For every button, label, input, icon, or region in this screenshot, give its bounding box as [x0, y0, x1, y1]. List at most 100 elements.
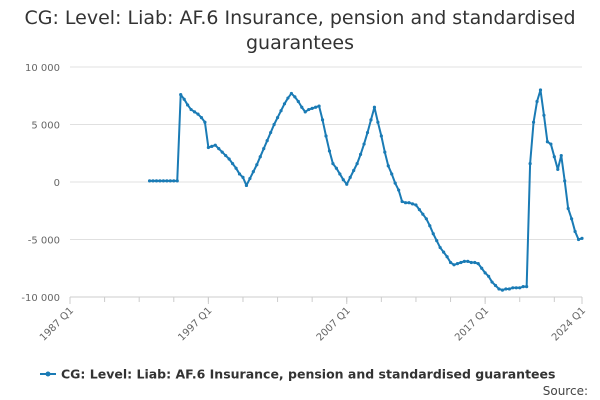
data-point [421, 212, 425, 216]
data-point [400, 199, 404, 204]
data-point [486, 274, 491, 278]
data-point [230, 162, 235, 166]
data-point [192, 110, 197, 114]
data-point [442, 250, 446, 254]
data-point [410, 202, 415, 206]
data-point [580, 236, 584, 240]
x-tick-label: 1987 Q1 [38, 305, 76, 343]
data-point [511, 286, 515, 290]
data-point [255, 163, 259, 167]
data-point [154, 179, 159, 183]
data-point [431, 232, 435, 236]
data-point [369, 118, 373, 122]
data-point [528, 162, 532, 166]
data-point [168, 179, 172, 183]
y-tick-label: 10 000 [25, 63, 60, 74]
data-point [314, 105, 318, 109]
data-point [379, 134, 383, 138]
data-point [220, 150, 224, 154]
data-point [545, 140, 550, 144]
x-tick-label: 2017 Q1 [453, 305, 491, 343]
data-point [310, 106, 314, 110]
data-point [403, 201, 408, 205]
data-point [258, 155, 262, 159]
data-point [352, 168, 356, 173]
data-point [237, 172, 242, 176]
data-point [480, 266, 484, 270]
data-point [538, 88, 543, 92]
data-point [573, 229, 577, 234]
data-point [345, 182, 349, 186]
data-point [165, 179, 169, 183]
data-point [490, 280, 494, 284]
data-point [556, 167, 560, 171]
data-point [455, 262, 460, 266]
data-point [570, 217, 574, 221]
data-point [563, 179, 567, 183]
data-point [186, 103, 190, 107]
data-point [348, 175, 352, 179]
data-point [244, 183, 249, 188]
data-point [445, 255, 449, 259]
data-point [241, 175, 245, 179]
data-point [514, 286, 518, 290]
data-point [324, 134, 328, 138]
data-point [417, 208, 422, 212]
data-point [196, 112, 200, 116]
data-point [383, 150, 387, 154]
y-tick-label: -5 000 [28, 236, 60, 247]
data-point [483, 271, 487, 275]
data-point [227, 157, 231, 161]
data-point [500, 288, 505, 292]
data-point [531, 120, 536, 124]
data-point [279, 109, 283, 113]
data-point [307, 107, 311, 112]
x-tick-label: 2007 Q1 [315, 305, 353, 343]
data-point [300, 105, 304, 109]
data-point [286, 96, 290, 100]
data-point [147, 179, 152, 183]
chart-title: CG: Level: Liab: AF.6 Insurance, pension… [24, 7, 576, 54]
data-point [576, 237, 581, 242]
data-point [362, 142, 366, 146]
data-point [525, 285, 529, 289]
data-point [355, 162, 359, 166]
data-point [448, 260, 453, 265]
data-point [338, 172, 342, 176]
data-point [504, 287, 508, 291]
data-point [199, 116, 204, 120]
x-tick-label: 1997 Q1 [176, 305, 214, 343]
data-point [172, 179, 176, 183]
data-point [424, 217, 428, 221]
data-point [414, 203, 418, 207]
data-point [175, 179, 179, 183]
legend-swatch-dot [45, 371, 51, 377]
data-point [497, 287, 501, 291]
data-point [251, 170, 255, 174]
data-point [390, 172, 394, 176]
data-point [428, 224, 432, 228]
data-point [397, 188, 401, 192]
data-point [438, 245, 442, 250]
data-point [189, 107, 193, 112]
data-point [535, 99, 539, 104]
data-point [217, 147, 221, 151]
data-point [473, 260, 477, 265]
data-point [320, 118, 325, 122]
data-point [341, 178, 345, 182]
data-point [224, 153, 228, 158]
data-point [317, 104, 321, 108]
data-point [179, 93, 183, 97]
data-point [265, 139, 269, 143]
data-point [275, 116, 280, 120]
data-point [213, 143, 217, 147]
data-point [493, 283, 498, 288]
data-point [559, 153, 563, 158]
data-point [282, 102, 287, 106]
data-point [358, 152, 363, 156]
data-point [296, 99, 300, 104]
data-point [203, 120, 207, 124]
data-point [376, 120, 380, 124]
data-point [518, 286, 522, 290]
